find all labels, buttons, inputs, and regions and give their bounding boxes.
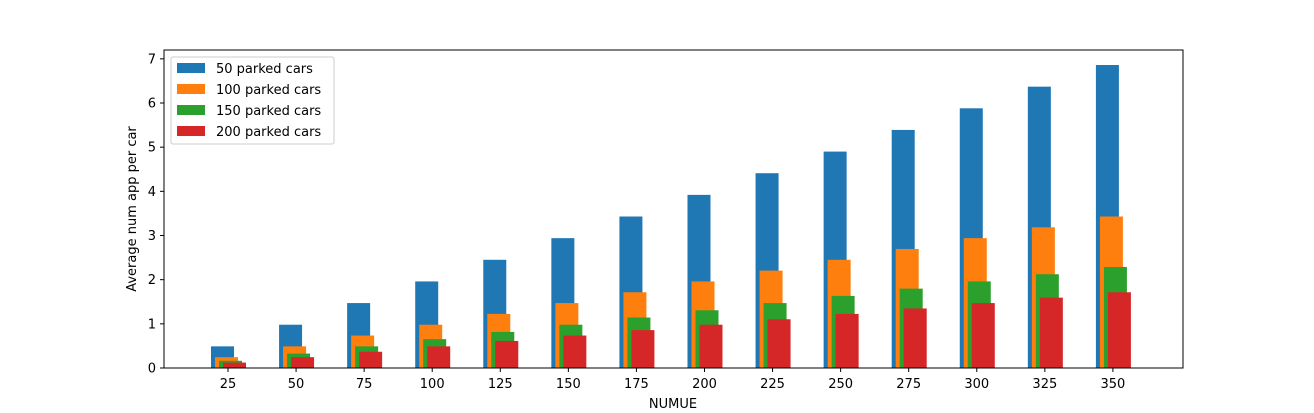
y-tick-label: 2 bbox=[148, 273, 156, 288]
y-axis-label: Average num app per car bbox=[125, 126, 140, 292]
legend-label-1: 50 parked cars bbox=[216, 62, 313, 77]
bar-series-4-275 bbox=[903, 308, 927, 368]
x-tick-label: 50 bbox=[288, 377, 305, 392]
x-tick-label: 225 bbox=[760, 377, 785, 392]
y-tick-label: 0 bbox=[148, 362, 156, 377]
x-tick-label: 250 bbox=[828, 377, 853, 392]
x-axis: 25 50 75 100 125 150 175 200 225 250 275 300 325 350 bbox=[220, 368, 1125, 392]
bar-series-4-75 bbox=[359, 351, 383, 368]
bar-series-4-25 bbox=[223, 362, 246, 368]
bar-series-4-50 bbox=[291, 357, 315, 368]
bar-series-4-125 bbox=[495, 340, 519, 368]
bar-series-4-350 bbox=[1107, 292, 1131, 368]
x-tick-label: 100 bbox=[420, 377, 445, 392]
legend-label-2: 100 parked cars bbox=[216, 83, 321, 98]
x-tick-label: 150 bbox=[556, 377, 581, 392]
x-tick-label: 325 bbox=[1032, 377, 1057, 392]
bar-series-4-225 bbox=[767, 319, 791, 368]
y-tick-label: 1 bbox=[148, 317, 156, 332]
legend: 50 parked cars 100 parked cars 150 parked … bbox=[170, 56, 335, 145]
legend-swatch-4 bbox=[177, 126, 205, 136]
x-tick-label: 75 bbox=[356, 377, 373, 392]
x-tick-label: 200 bbox=[692, 377, 717, 392]
y-tick-label: 6 bbox=[148, 97, 156, 112]
bar-series-4-175 bbox=[631, 330, 655, 368]
bar-series-4-100 bbox=[427, 346, 451, 368]
x-tick-label: 300 bbox=[964, 377, 989, 392]
legend-swatch-1 bbox=[177, 63, 205, 73]
x-tick-label: 350 bbox=[1100, 377, 1125, 392]
legend-label-4: 200 parked cars bbox=[216, 125, 321, 140]
legend-label-3: 150 parked cars bbox=[216, 104, 321, 119]
x-tick-label: 175 bbox=[624, 377, 649, 392]
y-tick-label: 7 bbox=[148, 52, 156, 67]
bar-series-4-150 bbox=[563, 335, 587, 368]
y-tick-label: 5 bbox=[148, 141, 156, 156]
legend-swatch-3 bbox=[177, 105, 205, 115]
x-tick-label: 125 bbox=[488, 377, 513, 392]
x-tick-label: 275 bbox=[896, 377, 921, 392]
plot-frame bbox=[163, 49, 1184, 369]
bar-series-4-300 bbox=[971, 303, 995, 368]
bars-group bbox=[211, 65, 1131, 369]
y-tick-label: 4 bbox=[148, 185, 156, 200]
y-axis: 0 1 2 3 4 5 6 7 bbox=[148, 52, 164, 377]
bar-series-4-250 bbox=[835, 313, 859, 368]
bar-series-4-325 bbox=[1039, 297, 1063, 368]
x-axis-label: NUMUE bbox=[649, 397, 697, 412]
x-tick-label: 25 bbox=[220, 377, 237, 392]
legend-swatch-2 bbox=[177, 84, 205, 94]
y-tick-label: 3 bbox=[148, 229, 156, 244]
bar-series-4-200 bbox=[699, 324, 723, 368]
legend-box bbox=[170, 56, 335, 145]
